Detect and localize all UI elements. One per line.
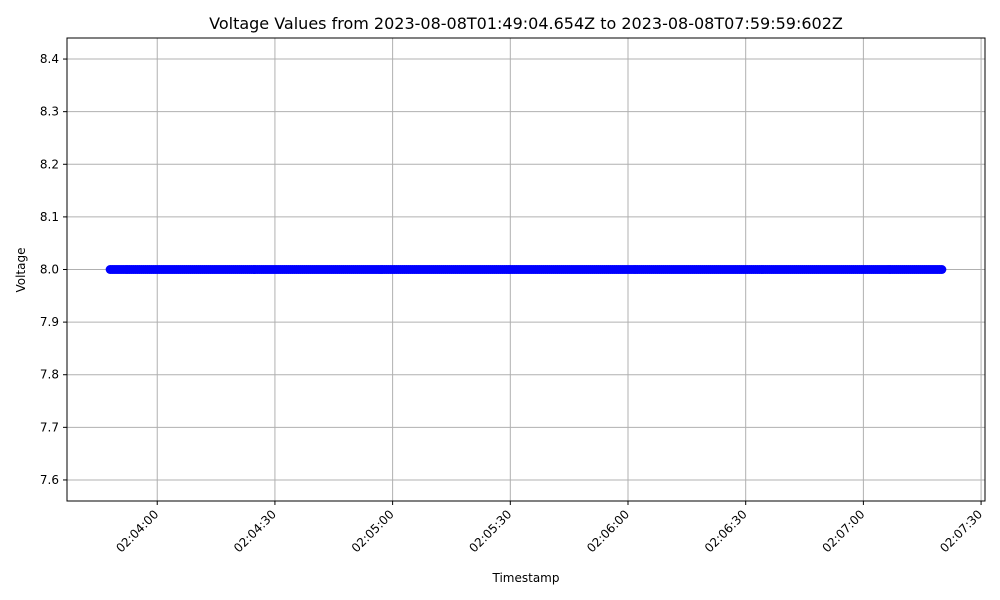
y-tick-label: 7.8: [40, 368, 59, 382]
x-tick-label: 02:05:00: [349, 507, 397, 555]
x-tick-label: 02:04:30: [231, 507, 279, 555]
data-layer: [105, 265, 947, 274]
y-tick-label: 7.6: [40, 473, 59, 487]
x-tick-label: 02:06:00: [584, 507, 632, 555]
y-axis-label: Voltage: [14, 247, 28, 292]
x-tick-label: 02:04:00: [113, 507, 161, 555]
y-tick-label: 7.9: [40, 315, 59, 329]
y-tick-label: 8.4: [40, 52, 59, 66]
y-tick-label: 8.0: [40, 263, 59, 277]
x-axis-label: Timestamp: [492, 571, 560, 585]
y-tick-label: 8.1: [40, 210, 59, 224]
x-tick-label: 02:06:30: [702, 507, 750, 555]
x-tick-label: 02:05:30: [466, 507, 514, 555]
x-tick-label: 02:07:30: [937, 507, 985, 555]
y-tick-label: 8.3: [40, 105, 59, 119]
y-tick-label: 7.7: [40, 420, 59, 434]
data-point: [937, 265, 947, 274]
chart-title: Voltage Values from 2023-08-08T01:49:04.…: [209, 14, 843, 33]
y-tick-label: 8.2: [40, 157, 59, 171]
x-tick-label: 02:07:00: [819, 507, 867, 555]
